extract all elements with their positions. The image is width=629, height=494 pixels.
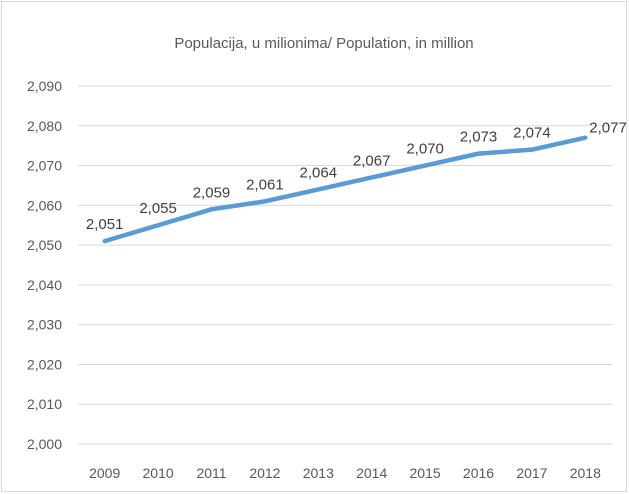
x-tick-label: 2011 <box>196 465 226 481</box>
y-tick-label: 2,080 <box>27 118 62 134</box>
y-tick-label: 2,070 <box>27 158 62 174</box>
x-tick-label: 2017 <box>516 465 547 481</box>
x-tick-label: 2018 <box>570 465 601 481</box>
y-tick-label: 2,090 <box>27 78 62 94</box>
x-axis-ticks: 2009 2010 2011 2012 2013 2014 2015 2016 2017 2018 <box>89 465 601 481</box>
data-label: 2,077 <box>589 120 627 137</box>
y-tick-label: 2,050 <box>27 237 62 253</box>
data-label: 2,055 <box>139 200 177 217</box>
series-line <box>102 135 588 244</box>
y-tick-label: 2,040 <box>27 277 62 293</box>
x-tick-label: 2016 <box>463 465 494 481</box>
data-point <box>157 224 159 226</box>
data-point <box>317 188 319 190</box>
data-labels: 2,051 2,055 2,059 2,061 2,064 2,067 2,070 2,073… <box>86 120 627 233</box>
data-label: 2,074 <box>513 125 551 142</box>
data-label: 2,059 <box>193 184 231 201</box>
data-point <box>424 165 426 167</box>
data-label: 2,073 <box>460 129 498 146</box>
series-layer <box>102 135 588 244</box>
y-axis-ticks: 2,000 2,010 2,020 2,030 2,040 2,050 2,060 2,070… <box>27 78 62 452</box>
y-tick-label: 2,060 <box>27 197 62 213</box>
data-point <box>478 153 479 155</box>
data-label: 2,064 <box>300 164 338 181</box>
data-point <box>584 137 586 139</box>
data-label: 2,067 <box>353 152 391 169</box>
data-point <box>104 240 106 242</box>
data-label: 2,051 <box>86 216 124 233</box>
x-tick-label: 2013 <box>303 465 334 481</box>
y-tick-label: 2,000 <box>27 436 62 452</box>
data-label: 2,070 <box>406 141 444 158</box>
data-point <box>371 176 373 178</box>
gridlines <box>78 85 612 445</box>
y-tick-label: 2,010 <box>27 396 62 412</box>
x-tick-label: 2012 <box>249 465 280 481</box>
y-tick-label: 2,030 <box>27 317 62 333</box>
x-tick-label: 2009 <box>89 465 120 481</box>
chart-title: Populacija, u milionima/ Population, in … <box>174 35 473 52</box>
x-tick-label: 2014 <box>356 465 387 481</box>
x-tick-label: 2015 <box>410 465 441 481</box>
data-point <box>264 200 266 202</box>
data-label: 2,061 <box>246 176 284 193</box>
data-point <box>211 208 212 210</box>
y-tick-label: 2,020 <box>27 356 62 372</box>
x-tick-label: 2010 <box>143 465 174 481</box>
data-point <box>531 149 533 151</box>
